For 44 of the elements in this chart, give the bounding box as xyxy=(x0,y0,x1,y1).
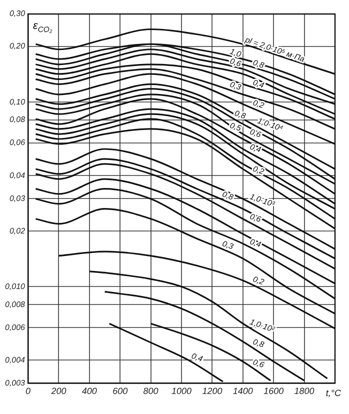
annotation: 0,6 xyxy=(248,212,263,224)
annotation: 0,8 xyxy=(233,108,248,121)
annotation: 0,4 xyxy=(190,351,204,364)
y-tick-label: 0,008 xyxy=(4,300,26,309)
y-tick-label: 0,04 xyxy=(9,170,26,180)
annotation: 0,8 xyxy=(221,190,236,202)
x-tick-label: 800 xyxy=(143,386,158,396)
x-tick-label: 1800 xyxy=(294,386,314,396)
x-tick-label: 0 xyxy=(26,386,31,396)
y-tick-label: 0,03 xyxy=(9,194,26,203)
y-tick-label: 0,08 xyxy=(9,115,26,124)
y-tick-label: 0,30 xyxy=(9,9,26,18)
annotation: 0,4 xyxy=(252,78,266,90)
annotation: 0,6 xyxy=(248,127,263,140)
x-tick-label: 200 xyxy=(50,386,66,396)
annotation: 0,4 xyxy=(248,237,263,250)
y-tick-label: 0,06 xyxy=(9,138,26,148)
y-tick-label: 0,10 xyxy=(9,97,26,106)
annotation: 0,2 xyxy=(252,164,266,177)
line-series xyxy=(88,270,328,380)
y-tick-label: 0,20 xyxy=(9,42,26,51)
line-series xyxy=(104,290,306,382)
x-tick-label: 1400 xyxy=(232,386,253,396)
y-tick-label: 0,004 xyxy=(4,355,26,364)
y-tick-label: 0,003 xyxy=(4,378,26,388)
annotation: 0,8 xyxy=(252,337,266,350)
annotation: 0,3 xyxy=(221,239,236,252)
x-tick-label: 1200 xyxy=(202,386,222,396)
x-tick-label: 600 xyxy=(112,386,128,396)
annotation: 0,5 xyxy=(228,120,243,134)
y-tick-label: 0,02 xyxy=(9,226,26,236)
annotation: 0,8 xyxy=(252,58,266,70)
x-axis-title: t,°C xyxy=(326,388,342,398)
annotation: 0,3 xyxy=(228,80,243,92)
y-tick-label: 0,010 xyxy=(4,282,26,291)
annotation: 1,0·10² xyxy=(248,317,276,334)
annotation: 0,6 xyxy=(252,357,266,370)
y-tick-label: 0,006 xyxy=(4,322,26,332)
annotation: 0,2 xyxy=(252,274,266,287)
annotation: 1,0·10³ xyxy=(248,192,276,209)
x-tick-label: 1000 xyxy=(171,386,192,396)
x-tick-label: 400 xyxy=(82,386,97,396)
x-tick-label: 1600 xyxy=(264,386,284,396)
annotation: 0,2 xyxy=(252,98,266,110)
